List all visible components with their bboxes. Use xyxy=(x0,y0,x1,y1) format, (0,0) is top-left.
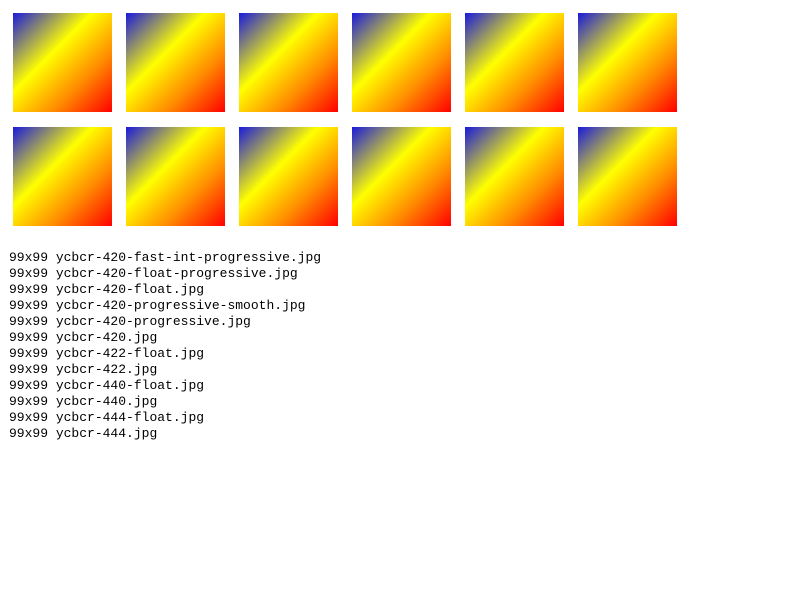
file-entry: 99x99 ycbcr-420-float-progressive.jpg xyxy=(9,266,321,282)
file-size: 99x99 xyxy=(9,282,49,297)
image-grid xyxy=(13,13,677,226)
file-size: 99x99 xyxy=(9,394,49,409)
file-entry: 99x99 ycbcr-420-progressive-smooth.jpg xyxy=(9,298,321,314)
gradient-image-8 xyxy=(126,127,225,226)
file-size: 99x99 xyxy=(9,410,49,425)
file-entry: 99x99 ycbcr-422-float.jpg xyxy=(9,346,321,362)
file-entry: 99x99 ycbcr-422.jpg xyxy=(9,362,321,378)
file-name: ycbcr-444-float.jpg xyxy=(55,410,205,425)
file-size: 99x99 xyxy=(9,314,49,329)
file-size: 99x99 xyxy=(9,250,49,265)
file-entry: 99x99 ycbcr-420.jpg xyxy=(9,330,321,346)
gradient-image-7 xyxy=(13,127,112,226)
gradient-image-6 xyxy=(578,13,677,112)
file-size: 99x99 xyxy=(9,378,49,393)
gradient-image-12 xyxy=(578,127,677,226)
gradient-image-1 xyxy=(13,13,112,112)
file-name: ycbcr-422.jpg xyxy=(55,362,158,377)
file-size: 99x99 xyxy=(9,346,49,361)
file-name: ycbcr-420-float-progressive.jpg xyxy=(55,266,298,281)
file-entry: 99x99 ycbcr-440.jpg xyxy=(9,394,321,410)
file-name: ycbcr-422-float.jpg xyxy=(55,346,205,361)
file-name: ycbcr-420-progressive-smooth.jpg xyxy=(55,298,306,313)
gradient-image-5 xyxy=(465,13,564,112)
file-entry: 99x99 ycbcr-444-float.jpg xyxy=(9,410,321,426)
file-name: ycbcr-420-progressive.jpg xyxy=(55,314,251,329)
file-entry: 99x99 ycbcr-444.jpg xyxy=(9,426,321,442)
file-name: ycbcr-420.jpg xyxy=(55,330,158,345)
file-entry: 99x99 ycbcr-420-fast-int-progressive.jpg xyxy=(9,250,321,266)
gradient-image-9 xyxy=(239,127,338,226)
file-entry: 99x99 ycbcr-440-float.jpg xyxy=(9,378,321,394)
file-size: 99x99 xyxy=(9,362,49,377)
file-size: 99x99 xyxy=(9,426,49,441)
file-name: ycbcr-440.jpg xyxy=(55,394,158,409)
gradient-image-10 xyxy=(352,127,451,226)
file-size: 99x99 xyxy=(9,298,49,313)
file-list: 99x99 ycbcr-420-fast-int-progressive.jpg… xyxy=(9,250,321,442)
file-name: ycbcr-440-float.jpg xyxy=(55,378,205,393)
file-size: 99x99 xyxy=(9,266,49,281)
file-entry: 99x99 ycbcr-420-progressive.jpg xyxy=(9,314,321,330)
file-name: ycbcr-444.jpg xyxy=(55,426,158,441)
gradient-image-2 xyxy=(126,13,225,112)
gradient-image-3 xyxy=(239,13,338,112)
file-entry: 99x99 ycbcr-420-float.jpg xyxy=(9,282,321,298)
file-size: 99x99 xyxy=(9,330,49,345)
gradient-image-11 xyxy=(465,127,564,226)
file-name: ycbcr-420-fast-int-progressive.jpg xyxy=(55,250,322,265)
gradient-image-4 xyxy=(352,13,451,112)
file-name: ycbcr-420-float.jpg xyxy=(55,282,205,297)
